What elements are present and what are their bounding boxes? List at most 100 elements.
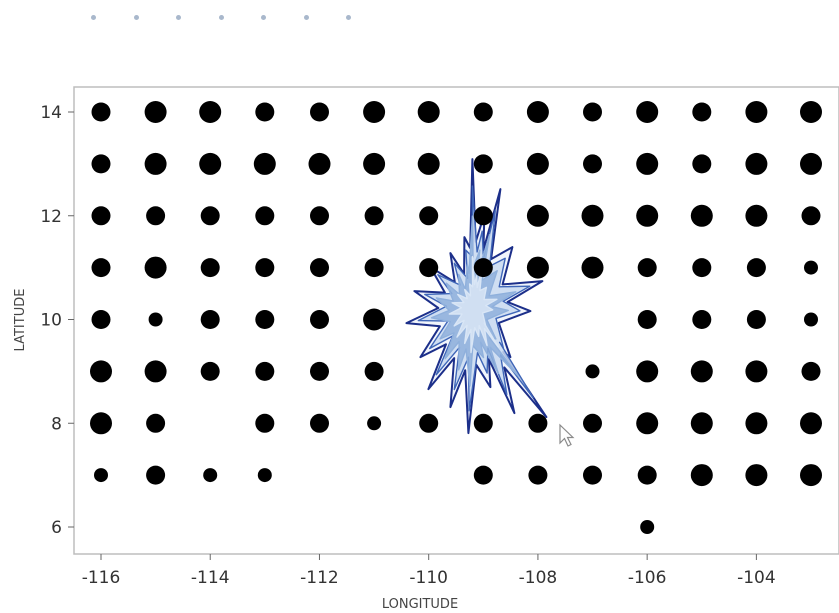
data-point	[364, 258, 384, 278]
data-point	[91, 310, 111, 329]
data-point	[144, 360, 167, 383]
data-point	[419, 258, 439, 278]
data-point	[581, 256, 604, 279]
data-point	[801, 206, 821, 226]
data-point	[473, 206, 493, 226]
data-point	[310, 361, 329, 381]
data-point	[692, 310, 712, 329]
data-point	[636, 204, 659, 227]
data-point	[310, 413, 329, 433]
data-point	[363, 308, 386, 331]
data-point	[363, 101, 386, 123]
data-point	[257, 468, 272, 483]
data-point	[203, 468, 218, 483]
pager-dot[interactable]	[91, 15, 96, 20]
data-point	[148, 312, 163, 327]
data-point	[800, 152, 822, 175]
data-point	[146, 465, 166, 485]
data-point	[200, 310, 220, 329]
data-point	[692, 102, 712, 122]
data-point	[746, 258, 766, 278]
data-point	[144, 256, 167, 279]
data-point	[745, 101, 768, 123]
data-point	[804, 312, 818, 327]
y-axis-title: LATITUDE	[13, 289, 28, 352]
data-point	[417, 101, 440, 123]
data-point	[255, 206, 275, 226]
y-tick-label: 6	[51, 518, 62, 538]
x-axis-title: LONGITUDE	[382, 597, 458, 612]
data-point	[804, 260, 818, 275]
data-point	[583, 465, 602, 485]
y-tick-label: 8	[51, 414, 62, 434]
data-point	[636, 360, 659, 383]
pager-dot[interactable]	[133, 15, 139, 20]
data-point	[473, 258, 493, 278]
data-point	[310, 206, 329, 226]
data-point	[745, 204, 768, 227]
data-point	[636, 101, 659, 123]
data-point	[200, 206, 220, 226]
data-point	[745, 464, 768, 487]
data-point	[636, 152, 659, 175]
data-point	[419, 413, 439, 433]
data-point	[473, 465, 493, 485]
x-tick-label: -114	[191, 568, 230, 588]
pager-dot[interactable]	[303, 15, 309, 20]
pager-dot[interactable]	[176, 15, 181, 20]
data-point	[583, 154, 602, 174]
data-point	[637, 258, 657, 278]
data-point	[636, 412, 659, 435]
y-axis-ticks: 6 8 10 12 14	[40, 103, 74, 538]
pager-dot[interactable]	[261, 15, 266, 20]
data-point	[800, 101, 822, 123]
x-tick-label: -108	[519, 568, 558, 588]
data-point	[255, 413, 275, 433]
data-point	[308, 152, 331, 175]
data-point	[690, 464, 713, 487]
data-point	[255, 102, 275, 122]
x-axis-ticks: -116 -114 -112 -110 -108 -106 -104	[82, 554, 776, 588]
pager-dot[interactable]	[346, 15, 351, 20]
data-point	[801, 361, 821, 381]
y-tick-label: 12	[40, 207, 62, 227]
pager-dot[interactable]	[218, 15, 224, 20]
data-point	[528, 413, 548, 433]
data-point	[417, 152, 440, 175]
data-point	[526, 152, 549, 175]
data-point	[473, 154, 493, 174]
data-point	[526, 204, 549, 227]
data-point	[364, 206, 384, 226]
pager-dots	[0, 0, 400, 40]
data-point	[200, 258, 220, 278]
data-point	[144, 152, 167, 175]
data-point	[800, 412, 822, 435]
data-point	[692, 258, 712, 278]
x-tick-label: -116	[82, 568, 121, 588]
data-point	[90, 412, 112, 435]
data-point	[199, 101, 222, 123]
data-point	[91, 258, 111, 278]
data-point	[363, 152, 386, 175]
x-tick-label: -106	[628, 568, 667, 588]
data-point	[581, 204, 604, 227]
data-point	[91, 102, 111, 122]
data-point	[255, 258, 275, 278]
data-point	[690, 412, 713, 435]
data-point	[583, 102, 602, 122]
data-point	[255, 310, 275, 329]
data-point	[745, 412, 768, 435]
data-point	[585, 364, 600, 379]
data-point	[310, 258, 329, 278]
data-point	[91, 154, 111, 174]
data-point	[419, 206, 439, 226]
data-point	[690, 360, 713, 383]
data-point	[528, 465, 548, 485]
data-point	[526, 256, 549, 279]
data-point	[473, 413, 493, 433]
x-tick-label: -112	[300, 568, 339, 588]
data-point	[253, 152, 276, 175]
data-point	[146, 206, 166, 226]
data-point	[583, 413, 602, 433]
